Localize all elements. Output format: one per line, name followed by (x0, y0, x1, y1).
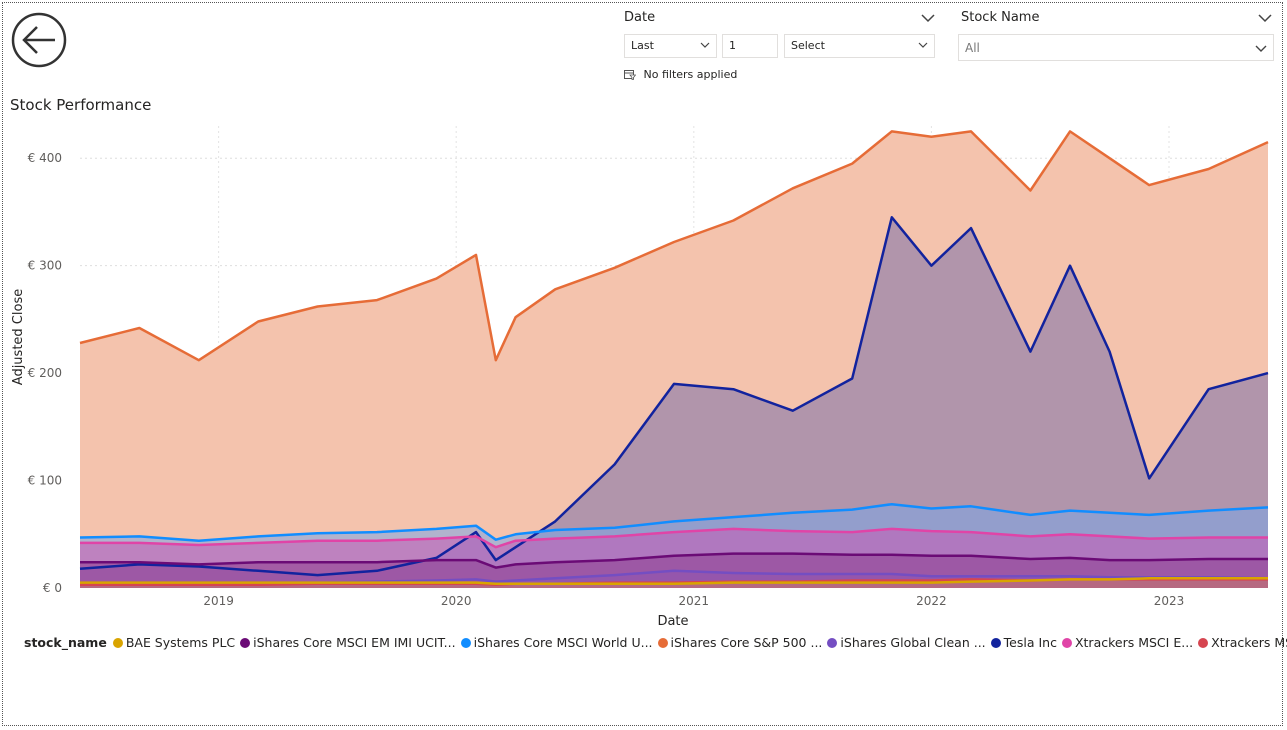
legend-item[interactable]: iShares Global Clean ... (827, 635, 986, 650)
legend-label: BAE Systems PLC (125, 635, 236, 650)
chevron-down-icon[interactable] (1258, 13, 1272, 23)
series-line (79, 130, 1269, 362)
legend-item[interactable]: BAE Systems PLC (112, 635, 236, 650)
date-count-value: 1 (729, 39, 736, 52)
legend-label: iShares Core MSCI World U... (473, 635, 653, 650)
y-tick-label: € 400 (28, 151, 62, 165)
series-area (80, 217, 1268, 589)
back-arrow-icon[interactable] (11, 12, 67, 68)
x-tick-label: 2023 (1154, 594, 1185, 608)
chart-legend: stock_name BAE Systems PLC iShares Core M… (24, 635, 1287, 650)
date-mode-dropdown[interactable]: Last (624, 34, 717, 58)
legend-item[interactable]: iShares Core MSCI World U... (460, 635, 653, 650)
legend-label: Xtrackers MSCI US... (1211, 635, 1287, 650)
legend-label: iShares Global Clean ... (840, 635, 986, 650)
legend-dot (990, 637, 1001, 648)
series-area (80, 578, 1268, 588)
y-tick-label: € 200 (28, 366, 62, 380)
legend-item[interactable]: iShares Core MSCI EM IMI UCIT... (240, 635, 456, 650)
chevron-down-icon (918, 42, 928, 48)
legend-dot (240, 637, 251, 648)
chevron-down-icon (700, 42, 710, 48)
legend-dot (827, 637, 838, 648)
legend-dot (657, 637, 668, 648)
chart-title: Stock Performance (10, 96, 152, 114)
legend-item[interactable]: Xtrackers MSCI E... (1061, 635, 1194, 650)
legend-label: Xtrackers MSCI E... (1074, 635, 1194, 650)
legend-label: iShares Core MSCI EM IMI UCIT... (253, 635, 456, 650)
date-mode-value: Last (631, 39, 654, 52)
series-line (80, 577, 1268, 585)
stock-name-value: All (965, 41, 980, 55)
series-line (80, 552, 1268, 569)
legend-label: iShares Core S&P 500 ... (670, 635, 823, 650)
stock-performance-chart[interactable]: € 0 € 100 € 200 € 300 € 400 2019 2020 2021 2022 2… (0, 118, 1287, 630)
legend-label: Tesla Inc (1003, 635, 1057, 650)
y-tick-label: € 0 (43, 581, 62, 595)
date-slicer-title: Date (624, 10, 656, 25)
legend-dot (1061, 637, 1072, 648)
filter-status: No filters applied (624, 68, 737, 81)
date-unit-placeholder: Select (791, 39, 825, 52)
series-line (79, 502, 1269, 542)
filter-status-text: No filters applied (643, 68, 738, 81)
legend-dot (112, 637, 123, 648)
calendar-filter-icon (624, 70, 637, 80)
y-tick-label: € 100 (28, 474, 62, 488)
x-tick-label: 2022 (916, 594, 947, 608)
x-tick-label: 2021 (679, 594, 710, 608)
x-tick-label: 2020 (441, 594, 472, 608)
legend-dot (460, 637, 471, 648)
y-tick-label: € 300 (28, 259, 62, 273)
stock-name-dropdown[interactable]: All (958, 34, 1274, 61)
date-count-input[interactable]: 1 (722, 34, 778, 58)
legend-dot (1198, 637, 1209, 648)
legend-item[interactable]: Xtrackers MSCI US... (1198, 635, 1287, 650)
date-unit-dropdown[interactable]: Select (784, 34, 935, 58)
series-line (80, 527, 1268, 549)
chevron-down-icon[interactable] (921, 13, 935, 23)
stock-slicer-title: Stock Name (961, 10, 1040, 25)
x-tick-label: 2019 (203, 594, 234, 608)
legend-item[interactable]: iShares Core S&P 500 ... (657, 635, 823, 650)
legend-title: stock_name (24, 635, 107, 650)
series-line (79, 216, 1269, 577)
x-axis-title: Date (657, 614, 688, 629)
legend-item[interactable]: Tesla Inc (990, 635, 1057, 650)
y-axis-title: Adjusted Close (11, 289, 26, 385)
chevron-down-icon (1255, 45, 1267, 52)
